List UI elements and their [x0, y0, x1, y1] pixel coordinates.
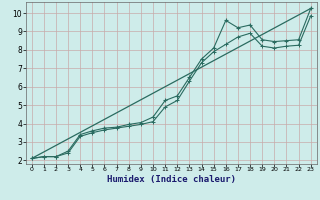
X-axis label: Humidex (Indice chaleur): Humidex (Indice chaleur)	[107, 175, 236, 184]
